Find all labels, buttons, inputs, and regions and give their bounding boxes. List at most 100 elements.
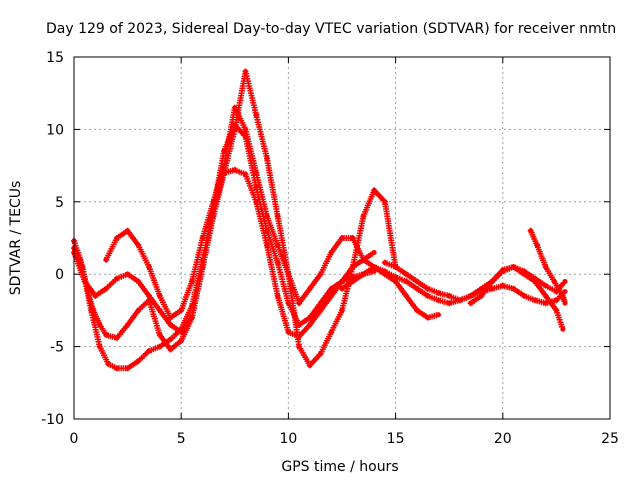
- data-point: [114, 365, 120, 371]
- data-point: [210, 199, 216, 205]
- data-point: [253, 199, 259, 205]
- x-tick-label: 20: [494, 431, 512, 447]
- data-point: [178, 307, 184, 313]
- data-point: [350, 235, 356, 241]
- data-point: [125, 322, 131, 328]
- data-point: [189, 315, 195, 321]
- data-point: [414, 286, 420, 292]
- data-series: [71, 68, 568, 372]
- data-point: [532, 297, 538, 303]
- data-point: [500, 267, 506, 273]
- data-point: [534, 242, 540, 248]
- data-point: [328, 329, 334, 335]
- data-point: [275, 213, 281, 219]
- x-tick-label: 0: [70, 431, 79, 447]
- data-point: [135, 358, 141, 364]
- data-point: [360, 213, 366, 219]
- data-point: [97, 322, 103, 328]
- data-point: [425, 315, 431, 321]
- series-trace-3: [71, 68, 399, 369]
- data-point: [560, 326, 566, 332]
- data-point: [296, 344, 302, 350]
- data-point: [382, 268, 388, 274]
- data-point: [543, 300, 549, 306]
- data-point: [318, 307, 324, 313]
- data-point: [135, 242, 141, 248]
- data-point: [243, 171, 249, 177]
- data-point: [318, 271, 324, 277]
- plot-frame: [73, 56, 611, 420]
- data-point: [339, 286, 345, 292]
- x-axis-label: GPS time / hours: [281, 459, 398, 475]
- data-point: [167, 336, 173, 342]
- data-point: [114, 235, 120, 241]
- series-markers: [103, 104, 440, 321]
- data-point: [393, 264, 399, 270]
- series-trace-4: [103, 104, 441, 321]
- chart-title: Day 129 of 2023, Sidereal Day-to-day VTE…: [46, 21, 616, 37]
- y-tick-label: 5: [55, 195, 64, 211]
- data-point: [264, 242, 270, 248]
- data-point: [285, 300, 291, 306]
- data-point: [243, 126, 249, 132]
- data-point: [135, 307, 141, 313]
- data-point: [393, 274, 399, 280]
- data-point: [562, 289, 568, 295]
- data-point: [339, 235, 345, 241]
- data-point: [468, 293, 474, 299]
- x-tick-label: 10: [279, 431, 297, 447]
- data-point: [114, 276, 120, 282]
- data-point: [562, 300, 568, 306]
- data-point: [435, 297, 441, 303]
- x-tick-label: 5: [177, 431, 186, 447]
- data-point: [178, 338, 184, 344]
- data-point: [157, 293, 163, 299]
- data-point: [82, 278, 88, 284]
- data-point: [307, 286, 313, 292]
- data-point: [371, 187, 377, 193]
- data-point: [435, 290, 441, 296]
- data-point: [478, 293, 484, 299]
- data-point: [328, 249, 334, 255]
- data-point: [532, 276, 538, 282]
- data-point: [446, 293, 452, 299]
- data-point: [157, 344, 163, 350]
- data-point: [393, 278, 399, 284]
- data-point: [403, 293, 409, 299]
- data-point: [350, 264, 356, 270]
- y-tick-label: -10: [41, 412, 64, 428]
- data-point: [371, 249, 377, 255]
- data-point: [500, 283, 506, 289]
- data-point: [157, 332, 163, 338]
- data-point: [275, 293, 281, 299]
- x-tick-label: 25: [601, 431, 619, 447]
- y-tick-label: 15: [46, 50, 64, 66]
- data-point: [243, 68, 249, 74]
- data-point: [468, 300, 474, 306]
- data-point: [307, 322, 313, 328]
- data-point: [318, 351, 324, 357]
- data-point: [521, 293, 527, 299]
- data-point: [521, 268, 527, 274]
- data-point: [103, 286, 109, 292]
- data-point: [232, 105, 238, 111]
- data-point: [125, 365, 131, 371]
- data-point: [403, 278, 409, 284]
- y-tick-label: -5: [50, 340, 64, 356]
- data-point: [457, 297, 463, 303]
- data-point: [146, 264, 152, 270]
- data-point: [339, 307, 345, 313]
- data-point: [307, 362, 313, 368]
- data-point: [551, 278, 557, 284]
- y-axis-label: SDTVAR / TECUs: [8, 181, 24, 296]
- data-point: [125, 228, 131, 234]
- data-point: [296, 300, 302, 306]
- data-point: [425, 286, 431, 292]
- data-point: [528, 228, 534, 234]
- data-point: [553, 297, 559, 303]
- data-point: [360, 271, 366, 277]
- data-point: [92, 293, 98, 299]
- data-point: [221, 163, 227, 169]
- data-point: [446, 300, 452, 306]
